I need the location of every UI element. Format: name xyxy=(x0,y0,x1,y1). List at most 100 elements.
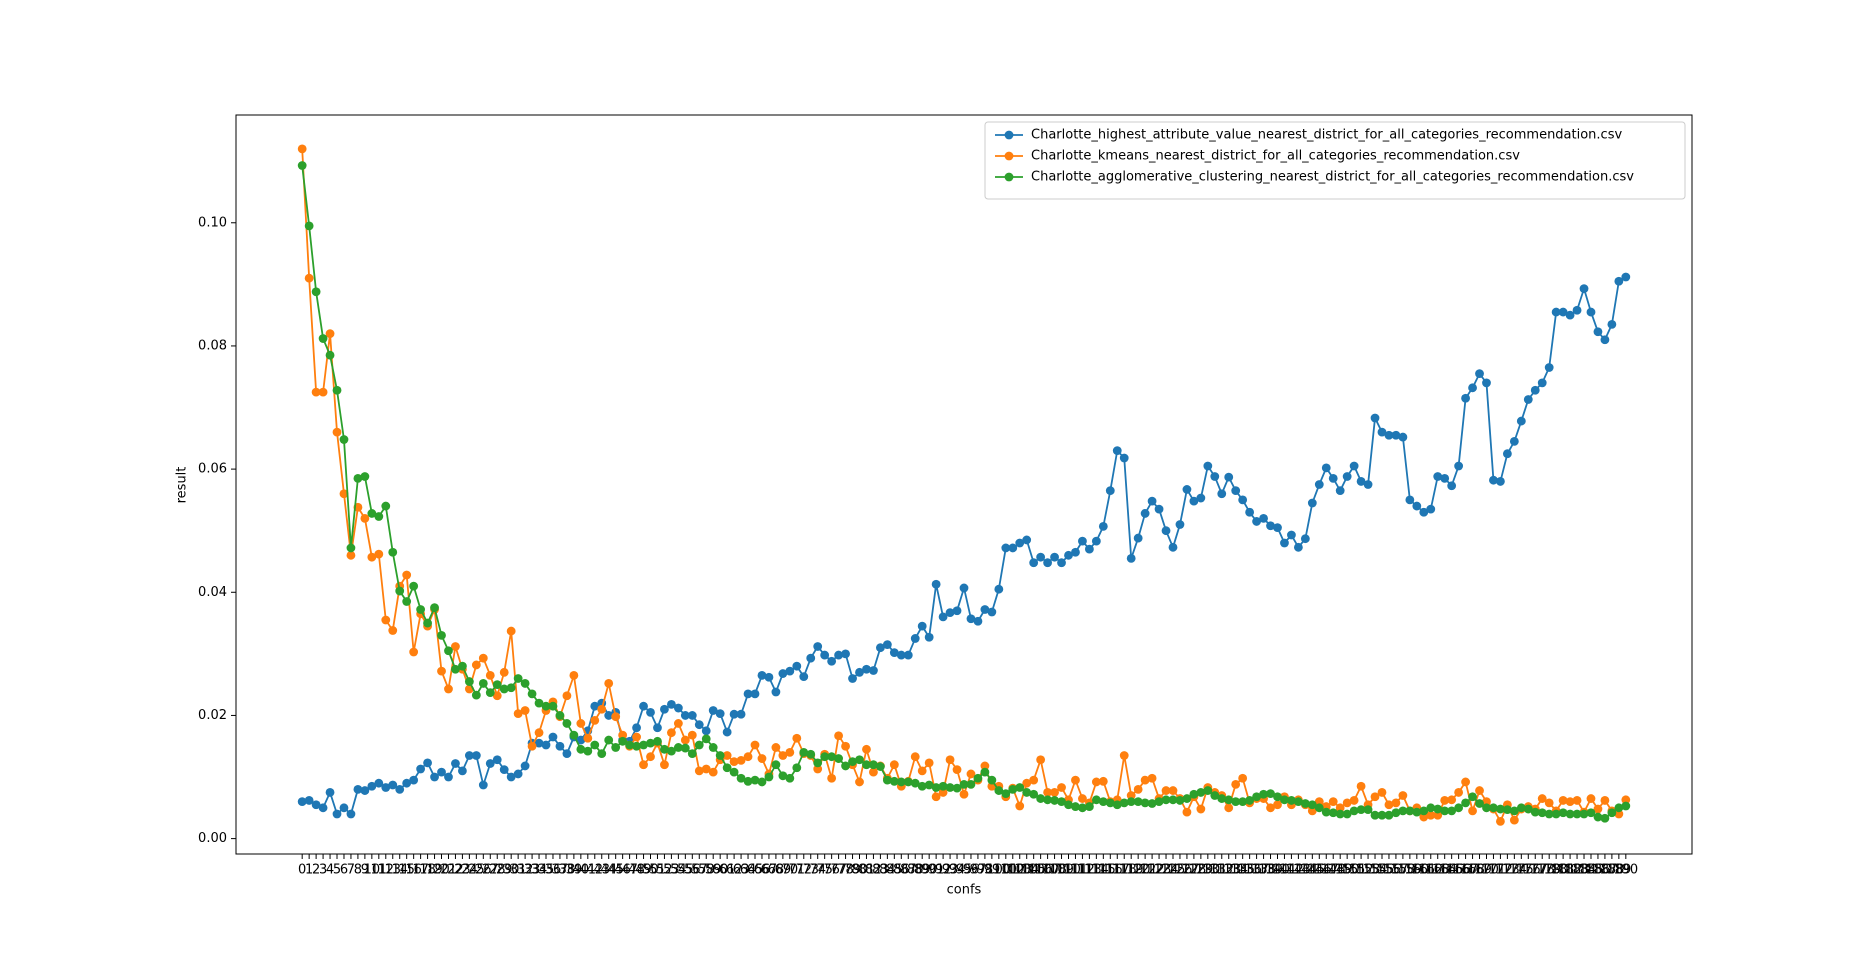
x-tick-label: 43 xyxy=(593,863,610,878)
data-point xyxy=(1509,436,1519,446)
data-point xyxy=(667,746,676,756)
x-tick-label: 91 xyxy=(928,863,945,878)
data-point xyxy=(1523,804,1533,814)
data-point xyxy=(416,605,426,614)
data-point xyxy=(952,783,962,793)
x-tick-label: 16 xyxy=(405,863,422,878)
data-point xyxy=(924,758,934,768)
x-tick-label: 179 xyxy=(1537,863,1562,878)
data-point xyxy=(325,329,335,339)
x-tick-label: 148 xyxy=(1321,863,1346,878)
data-point xyxy=(1098,797,1108,807)
data-point xyxy=(1057,783,1066,792)
data-point xyxy=(848,757,857,767)
data-point xyxy=(1266,521,1275,531)
x-tick-label: 72 xyxy=(795,863,812,878)
x-tick-label: 29 xyxy=(496,863,513,878)
data-point xyxy=(750,775,760,785)
data-point xyxy=(1558,796,1568,805)
data-point xyxy=(910,634,920,643)
data-point xyxy=(708,706,718,715)
data-point xyxy=(423,758,432,768)
data-point xyxy=(1496,477,1505,486)
x-tick-label: 145 xyxy=(1300,863,1325,878)
data-point xyxy=(1412,807,1422,817)
data-point xyxy=(506,683,516,693)
data-point xyxy=(1502,805,1512,815)
data-point xyxy=(1161,795,1171,805)
x-tick-label: 115 xyxy=(1091,863,1116,878)
data-point xyxy=(1015,801,1025,811)
data-point xyxy=(750,689,760,699)
data-point xyxy=(1050,796,1059,805)
data-point xyxy=(1252,792,1261,802)
data-point xyxy=(555,741,565,751)
x-tick-label: 126 xyxy=(1168,863,1193,878)
x-tick-label: 67 xyxy=(761,863,778,878)
x-tick-label: 68 xyxy=(768,863,785,878)
data-point xyxy=(1384,800,1394,810)
data-point xyxy=(945,755,955,765)
data-point xyxy=(1273,523,1282,533)
data-point xyxy=(1057,797,1066,807)
data-point xyxy=(639,701,648,711)
legend-marker xyxy=(1004,172,1014,182)
data-point xyxy=(1210,791,1220,800)
data-point xyxy=(576,744,586,754)
data-point xyxy=(1091,795,1101,805)
x-tick-label: 160 xyxy=(1404,863,1429,878)
data-point xyxy=(1231,486,1241,496)
data-point xyxy=(1454,788,1464,797)
data-point xyxy=(1614,809,1624,819)
data-point xyxy=(1572,809,1582,819)
data-point xyxy=(639,740,648,750)
data-point xyxy=(1475,786,1484,795)
x-tick-label: 36 xyxy=(545,863,562,878)
data-point xyxy=(1210,472,1220,481)
x-tick-label: 111 xyxy=(1063,863,1088,878)
data-point xyxy=(1189,496,1199,506)
x-tick-label: 136 xyxy=(1237,863,1262,878)
x-tick-label: 80 xyxy=(851,863,868,878)
data-point xyxy=(304,221,314,231)
x-tick-label: 165 xyxy=(1439,863,1464,878)
x-tick-label: 155 xyxy=(1370,863,1395,878)
y-tick-label: 0.02 xyxy=(198,708,227,723)
data-point xyxy=(1356,781,1366,791)
data-point xyxy=(680,735,690,745)
data-point xyxy=(806,749,816,759)
x-tick-label: 170 xyxy=(1474,863,1499,878)
x-tick-label: 117 xyxy=(1105,863,1130,878)
x-tick-label: 189 xyxy=(1606,863,1631,878)
data-point xyxy=(471,660,481,670)
data-point xyxy=(374,512,384,521)
data-point xyxy=(1565,809,1575,819)
data-point xyxy=(353,473,363,483)
data-point xyxy=(813,764,823,774)
x-tick-label: 13 xyxy=(384,863,401,878)
x-tick-label: 158 xyxy=(1390,863,1415,878)
data-point xyxy=(708,767,718,777)
data-point xyxy=(1314,803,1324,813)
data-point xyxy=(680,711,690,720)
x-tick-label: 185 xyxy=(1579,863,1604,878)
x-tick-label: 27 xyxy=(482,863,499,878)
y-tick-label: 0.00 xyxy=(198,831,227,846)
data-point xyxy=(506,772,516,782)
x-tick-label: 103 xyxy=(1007,863,1032,878)
data-point xyxy=(381,615,391,625)
data-point xyxy=(715,751,725,760)
data-point xyxy=(1300,799,1310,808)
data-point xyxy=(855,667,864,677)
data-point xyxy=(478,653,488,663)
x-tick-label: 32 xyxy=(517,863,534,878)
x-tick-label: 58 xyxy=(698,863,715,878)
x-tick-label: 122 xyxy=(1140,863,1165,878)
data-point xyxy=(1377,427,1387,437)
data-point xyxy=(1154,504,1164,514)
x-tick-label: 79 xyxy=(844,863,861,878)
data-point xyxy=(1328,797,1338,807)
data-point xyxy=(527,689,537,699)
data-point xyxy=(1482,378,1491,388)
